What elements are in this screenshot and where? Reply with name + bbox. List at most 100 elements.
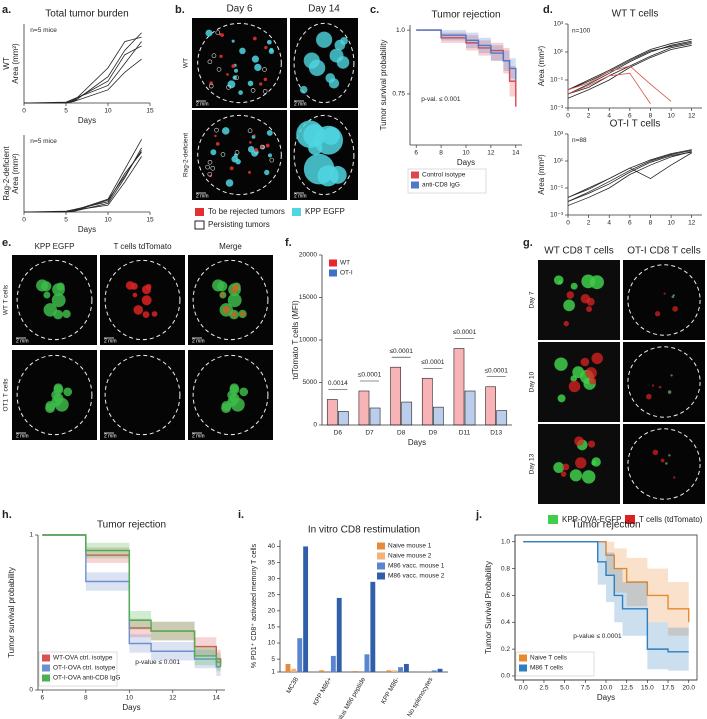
dashed-outline (104, 354, 181, 436)
blob (673, 476, 676, 479)
chart-title: Tumor rejection (571, 520, 640, 531)
x-tick-label: 0.0 (519, 685, 528, 692)
bar (285, 663, 291, 672)
blob (227, 80, 236, 89)
image-tile (192, 110, 287, 200)
blob (254, 63, 262, 72)
outline (234, 150, 240, 155)
blob (667, 390, 672, 394)
blob (264, 45, 268, 50)
column-label: Merge (219, 242, 242, 251)
line (567, 151, 692, 206)
blob (231, 39, 235, 43)
legend-label: WT (340, 260, 350, 267)
legend-swatch (411, 171, 419, 179)
dashed-outline (197, 22, 282, 104)
x-tick-label: 6 (414, 150, 418, 157)
outline (215, 30, 221, 35)
legend-label: M86 T cells (530, 665, 564, 672)
outline (214, 127, 219, 133)
y-tick-label: 1.0 (501, 538, 510, 545)
legend-swatch (377, 562, 385, 570)
legend-frame (38, 651, 118, 687)
blob (252, 36, 257, 41)
legend-swatch (329, 269, 337, 277)
x-tick-label: 12 (688, 220, 696, 227)
y-tick-label: 5 (271, 656, 275, 663)
y-axis-label: Tumor survival probability (7, 567, 16, 658)
blob (229, 384, 240, 395)
image-tile (100, 350, 185, 440)
y-axis-label: Area (mm²) (537, 154, 546, 195)
blob (215, 141, 220, 146)
y-tick-label: 10000 (299, 337, 317, 344)
blob (231, 155, 239, 163)
chart-title: In vitro CD8 restimulation (308, 525, 420, 536)
line (567, 65, 672, 102)
row-label: WT T cells (3, 284, 10, 315)
chart-title: WT T cells (612, 9, 659, 20)
y-tick-label: 1 (29, 532, 33, 539)
blob (580, 357, 590, 367)
y-tick-label: 0.8 (501, 565, 510, 572)
bar (364, 654, 370, 672)
x-tick-label: 2.5 (539, 685, 548, 692)
outline (216, 67, 222, 72)
confidence-band (42, 535, 221, 677)
blob (560, 471, 567, 477)
annotation: p-value ≤ 0.001 (135, 659, 180, 666)
legend-swatch (195, 208, 204, 216)
x-tick-label: D11 (459, 430, 471, 437)
scale-bar-label: 2 mm (196, 193, 209, 199)
blob (585, 367, 597, 379)
image-tile (538, 342, 620, 422)
outline (207, 159, 213, 165)
legend-label: Naive mouse 1 (388, 543, 432, 550)
blob (654, 311, 661, 317)
x-tick-label: 6 (41, 695, 45, 702)
scale-bar-label: 2 mm (104, 338, 117, 344)
outline (207, 59, 213, 65)
survival-curve (523, 541, 689, 653)
x-tick-label: 0 (566, 220, 570, 227)
blob (221, 127, 230, 135)
x-tick-label: 0 (22, 217, 26, 224)
blob (222, 306, 231, 314)
y-tick-label: 1.0 (396, 27, 405, 34)
blob (251, 55, 259, 63)
dashed-outline (627, 264, 701, 336)
y-axis-label: Area (mm²) (537, 45, 546, 86)
y-tick-label: 10¹ (554, 158, 564, 165)
blob (62, 309, 71, 319)
bar (401, 401, 413, 426)
p-value: ≤0.0001 (484, 367, 508, 374)
scale-bar-label: 2 mm (104, 433, 117, 439)
column-label: Day 6 (226, 4, 253, 15)
x-tick-label: 0 (566, 113, 570, 120)
blob (591, 352, 603, 365)
legend-swatch (377, 572, 385, 580)
blob (248, 170, 251, 174)
scale-bar-label: 2 mm (196, 101, 209, 107)
scale-bar-label: 2 mm (16, 433, 29, 439)
blob (210, 149, 217, 156)
legend-label: Control isotype (422, 172, 466, 179)
bar (297, 638, 303, 672)
blob (581, 470, 596, 484)
p-value: ≤0.0001 (421, 359, 445, 366)
blob (239, 47, 246, 55)
bar (330, 655, 336, 672)
image-tile (623, 342, 705, 422)
blob (247, 146, 255, 153)
blob (225, 179, 234, 187)
blob (587, 440, 596, 448)
legend-label: Naive T cells (530, 655, 568, 662)
x-tick-label: 6 (628, 113, 632, 120)
column-label: WT CD8 T cells (544, 246, 613, 257)
blob (265, 143, 270, 148)
bar (433, 406, 444, 426)
legend-swatch (329, 259, 337, 267)
blob (581, 274, 596, 289)
panel-label: e. (2, 237, 11, 249)
legend-swatch (194, 220, 205, 230)
